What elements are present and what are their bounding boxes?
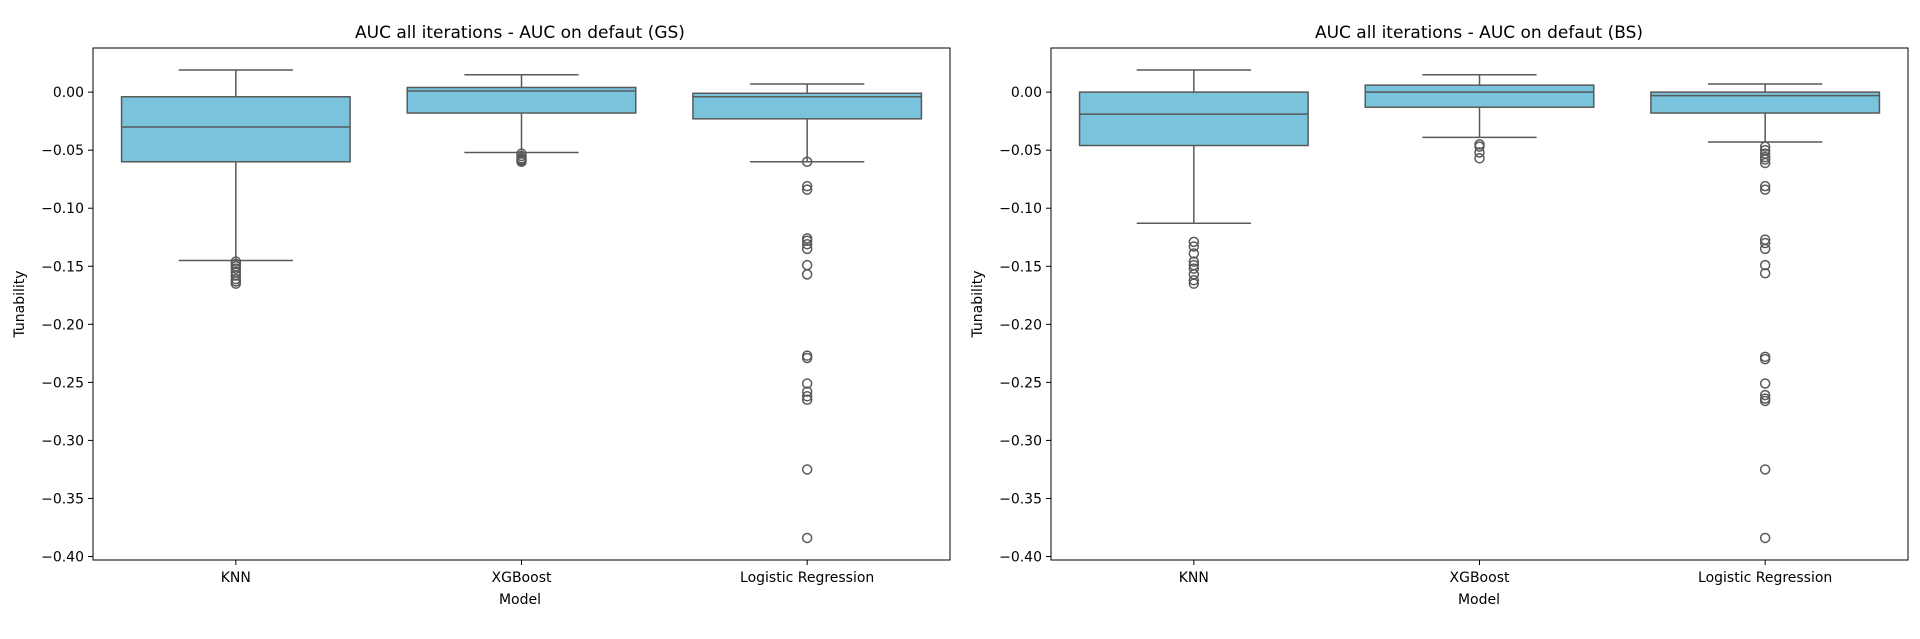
outlier-point [801,378,813,389]
chart-gs: AUC all iterations - AUC on defaut (GS) … [12,23,951,608]
x-tick-label: XGBoost [1450,570,1510,586]
x-axis-label: Model [499,592,541,608]
outlier-point [1188,274,1200,286]
box-iqr [1078,91,1309,147]
outlier-point [1759,157,1771,169]
box-iqr [692,92,923,120]
outlier-point [801,352,813,364]
outlier-point [1759,259,1771,271]
y-tick-label: −0.05 [999,143,1042,159]
box-iqr [1650,91,1881,114]
outlier-point [1759,532,1771,544]
y-tick-label: 0.00 [1011,85,1042,101]
chart-title: AUC all iterations - AUC on defaut (GS) [355,23,685,43]
y-tick-label: 0.00 [53,85,84,101]
outlier-point [801,184,813,195]
x-axis-label: Model [1458,592,1500,608]
outlier-point [1759,464,1771,475]
y-tick-label: −0.40 [999,550,1042,566]
outlier-point [801,386,813,397]
x-tick-label: Logistic Regression [740,570,874,586]
y-tick-label: −0.35 [999,491,1042,507]
outlier-point [1759,395,1771,407]
y-tick-label: −0.10 [41,201,84,217]
outlier-point [1759,237,1771,249]
outlier-point [801,532,813,544]
outlier-point [1474,153,1485,164]
outlier-point [801,180,813,192]
plot-area: 0.00 −0.05 −0.10 −0.15 −0.20 −0.25 −0.30 −0.35 −… [41,47,951,586]
box-0 [120,69,351,289]
outlier-point [1759,154,1771,165]
outlier-point [1188,241,1200,252]
box-iqr [120,96,351,163]
outlier-point [1188,236,1200,248]
outlier-point [516,156,527,168]
y-tick-label: −0.20 [41,317,84,333]
outlier-point [1188,256,1200,267]
y-tick-label: −0.30 [41,433,84,449]
box-2 [692,83,923,544]
plot-area: 0.00 −0.05 −0.10 −0.15 −0.20 −0.25 −0.30 −0.35 −… [999,47,1909,586]
outlier-point [801,156,813,168]
y-tick-label: −0.40 [41,550,84,566]
box-iqr [406,86,637,114]
x-tick-label: KNN [1179,570,1209,586]
outlier-point [1759,184,1771,195]
outlier-point [1474,141,1485,152]
outlier-point [1759,243,1771,255]
y-tick-label: −0.10 [999,201,1042,217]
outlier-point [1188,248,1200,259]
y-tick-label: −0.15 [41,259,84,275]
axes-frame [92,47,951,561]
outlier-point [801,259,813,271]
y-tick-label: −0.05 [41,143,84,159]
chart-bs: AUC all iterations - AUC on defaut (BS) … [970,23,1909,608]
outlier-point [801,235,813,246]
x-tick-label: XGBoost [492,570,552,586]
y-tick-label: −0.25 [41,375,84,391]
outlier-point [1474,147,1485,158]
outlier-point [230,278,242,289]
box-2 [1650,83,1881,544]
axes-frame [1050,47,1909,561]
box-1 [406,73,637,168]
box-0 [1078,69,1309,289]
y-tick-label: −0.20 [999,317,1042,333]
outlier-point [1759,141,1771,152]
outlier-point [1759,378,1771,389]
x-tick-label: KNN [221,570,251,586]
outlier-point [801,238,813,250]
outlier-point [1188,278,1200,289]
y-tick-label: −0.35 [41,491,84,507]
outlier-point [1188,263,1200,274]
outlier-point [801,243,813,255]
outlier-point [1759,353,1771,365]
y-axis-label: Tunability [970,270,986,338]
outlier-point [230,263,242,274]
outlier-point [801,394,813,406]
x-tick-label: Logistic Regression [1698,570,1832,586]
outlier-point [1759,180,1771,192]
outlier-point [801,391,813,402]
outlier-point [801,464,813,475]
y-tick-label: −0.15 [999,259,1042,275]
y-tick-label: −0.25 [999,375,1042,391]
box-1 [1364,73,1595,164]
y-axis-label: Tunability [12,270,28,338]
box-iqr [1364,84,1595,108]
y-tick-label: −0.30 [999,433,1042,449]
outlier-point [1759,389,1771,401]
chart-title: AUC all iterations - AUC on defaut (BS) [1315,23,1643,43]
outlier-point [1759,267,1771,279]
outlier-point [230,270,242,281]
outlier-point [801,269,813,280]
